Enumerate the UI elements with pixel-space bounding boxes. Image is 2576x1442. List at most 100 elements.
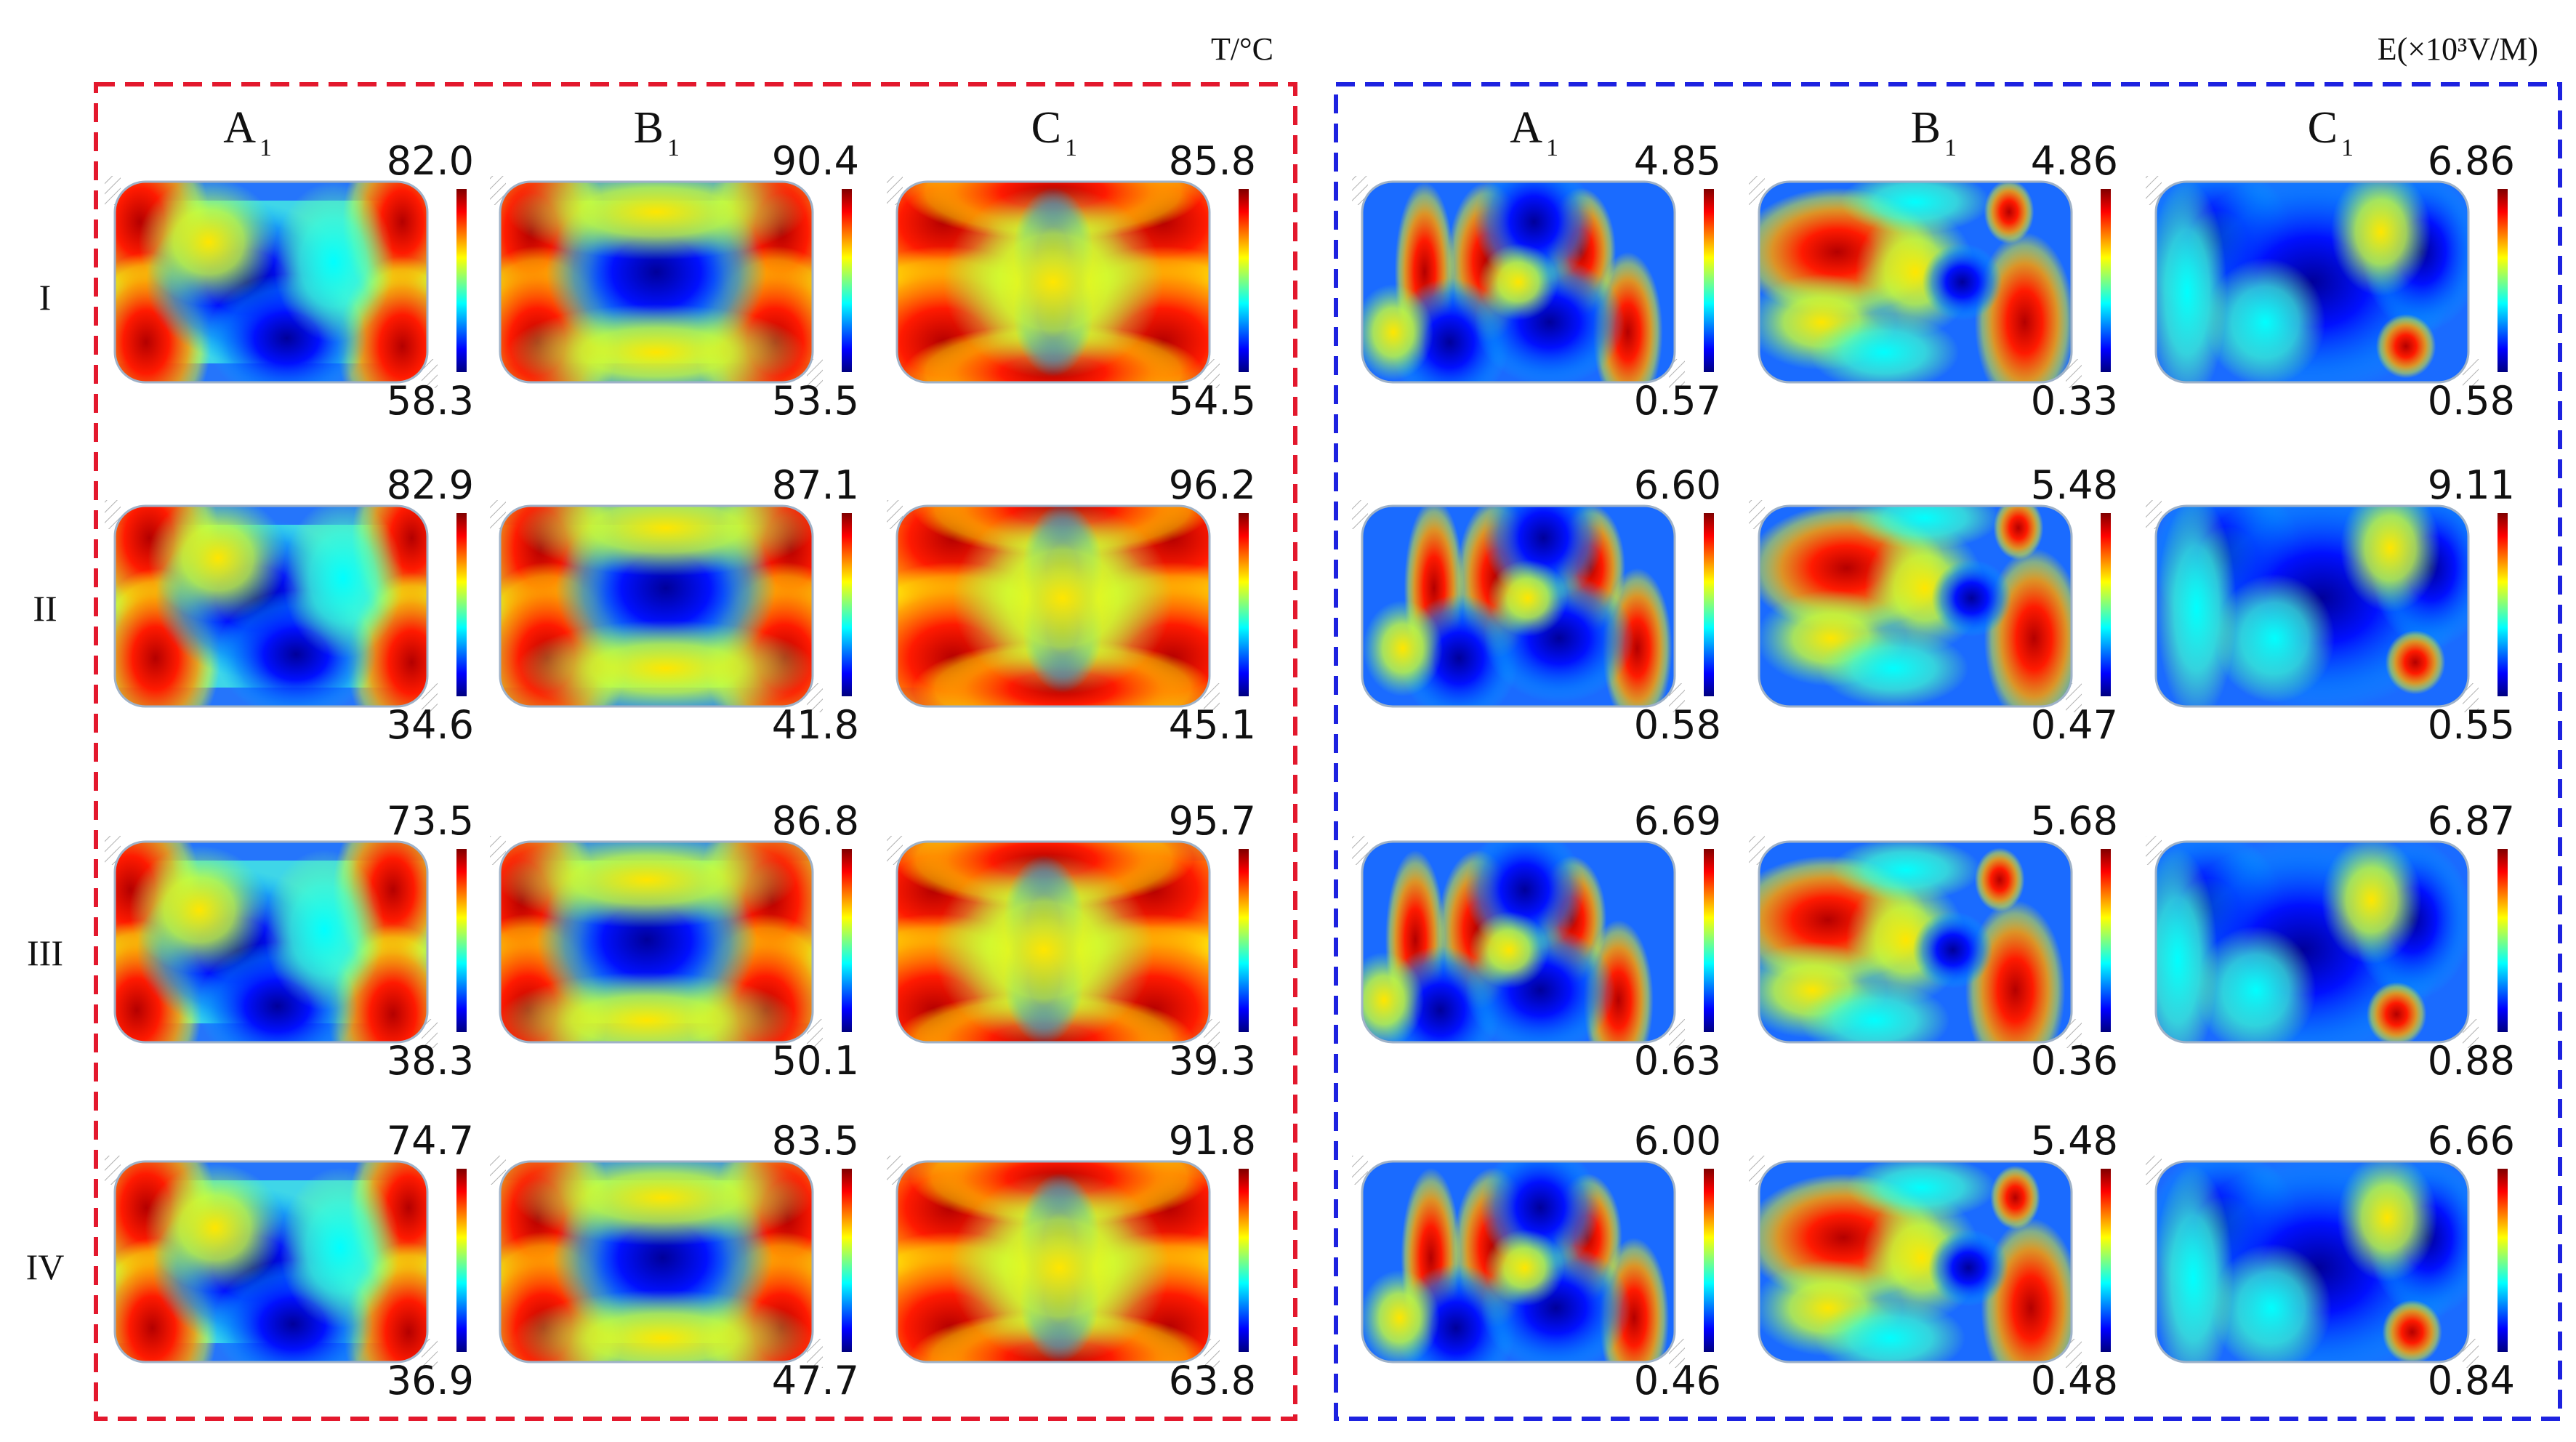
colorbar-min-label: 41.8 xyxy=(772,702,859,748)
colorbar-min-label: 34.6 xyxy=(387,702,474,748)
cell-outline xyxy=(113,1160,429,1364)
colorbar-max-label: 6.66 xyxy=(2428,1118,2515,1164)
heatmap-field xyxy=(115,506,427,706)
heatmap-field xyxy=(1759,842,2072,1042)
temperature-panel-frame xyxy=(94,82,1297,1421)
heatmap-cell: 95.7 39.3 xyxy=(887,798,1256,1084)
cell-outline xyxy=(2154,180,2470,384)
colorbar-max-label: 87.1 xyxy=(772,462,859,508)
boundary-hatch xyxy=(1352,1156,1368,1185)
boundary-hatch xyxy=(1669,683,1685,712)
colorbar-min-label: 58.3 xyxy=(387,378,474,424)
colorbar-max-label: 83.5 xyxy=(772,1118,859,1164)
boundary-hatch xyxy=(2146,1156,2162,1185)
colorbar xyxy=(2101,189,2111,372)
cell-outline xyxy=(1361,1160,1676,1364)
heatmap-field xyxy=(115,1161,427,1362)
heatmap-cell: 86.8 50.1 xyxy=(490,798,859,1084)
row-label-1: I xyxy=(39,277,52,318)
colorbar xyxy=(2101,849,2111,1032)
colorbar-max-label: 9.11 xyxy=(2428,462,2515,508)
colorbar xyxy=(2101,513,2111,696)
colorbar xyxy=(1239,849,1249,1032)
heatmap-cell: 91.8 63.8 xyxy=(887,1118,1256,1403)
boundary-hatch xyxy=(1204,359,1220,388)
colorbar-max-label: 73.5 xyxy=(387,798,474,844)
heatmap-field xyxy=(897,842,1209,1042)
boundary-hatch xyxy=(1669,359,1685,388)
cell-outline xyxy=(499,840,814,1044)
colorbar xyxy=(2497,1169,2508,1352)
row-label-4: IV xyxy=(26,1246,65,1287)
svg-text:C: C xyxy=(2308,103,2338,153)
heatmap-cell: 6.00 0.46 xyxy=(1352,1118,1721,1403)
heatmap-field xyxy=(500,842,813,1042)
colorbar xyxy=(2497,189,2508,372)
boundary-hatch xyxy=(1352,500,1368,529)
boundary-hatch xyxy=(422,359,438,388)
heatmap-field xyxy=(1759,182,2072,382)
colorbar xyxy=(1239,1169,1249,1352)
colorbar xyxy=(456,1169,467,1352)
colorbar-min-label: 36.9 xyxy=(387,1358,474,1403)
heatmap-cell: 9.11 0.55 xyxy=(2146,462,2515,748)
cell-outline xyxy=(1361,504,1676,708)
colorbar-min-label: 0.58 xyxy=(1634,702,1721,748)
heatmap-field xyxy=(1759,1161,2072,1362)
colorbar xyxy=(842,849,852,1032)
cell-outline xyxy=(2154,1160,2470,1364)
colorbar xyxy=(1704,1169,1714,1352)
field-panel-frame xyxy=(1334,82,2562,1421)
colorbar-min-label: 0.63 xyxy=(1634,1038,1721,1084)
boundary-hatch xyxy=(1204,1339,1220,1368)
colorbar-max-label: 6.86 xyxy=(2428,138,2515,184)
colorbar-max-label: 91.8 xyxy=(1169,1118,1256,1164)
colorbar-min-label: 0.47 xyxy=(2031,702,2118,748)
colorbar xyxy=(456,513,467,696)
colorbar-min-label: 0.88 xyxy=(2428,1038,2515,1084)
colorbar-min-label: 0.36 xyxy=(2031,1038,2118,1084)
colorbar-max-label: 85.8 xyxy=(1169,138,1256,184)
field-unit-label: E(×10³V/M) xyxy=(2378,31,2538,67)
heatmap-field xyxy=(115,842,427,1042)
heatmap-field xyxy=(897,506,1209,706)
row-label-2: II xyxy=(33,588,57,629)
heatmap-grid: 82.0 58.3 90.4 53.5 85.8 54.5 4.85 0.57 4.86 0.33… xyxy=(105,138,2515,1403)
svg-text:1: 1 xyxy=(667,134,680,161)
colorbar xyxy=(842,189,852,372)
colorbar-min-label: 0.58 xyxy=(2428,378,2515,424)
heatmap-cell: 6.86 0.58 xyxy=(2146,138,2515,424)
colorbar-max-label: 5.68 xyxy=(2031,798,2118,844)
boundary-hatch xyxy=(1749,500,1765,529)
boundary-hatch xyxy=(490,176,506,205)
boundary-hatch xyxy=(1749,176,1765,205)
colorbar xyxy=(842,513,852,696)
heatmap-field xyxy=(1362,182,1675,382)
boundary-hatch xyxy=(807,1339,823,1368)
svg-text:1: 1 xyxy=(259,134,272,161)
colorbar-max-label: 95.7 xyxy=(1169,798,1256,844)
colorbar-max-label: 82.9 xyxy=(387,462,474,508)
svg-text:C: C xyxy=(1031,103,1061,153)
svg-text:B: B xyxy=(634,103,664,153)
heatmap-field xyxy=(500,1161,813,1362)
colorbar-max-label: 6.69 xyxy=(1634,798,1721,844)
colorbar-max-label: 4.86 xyxy=(2031,138,2118,184)
cell-outline xyxy=(499,1160,814,1364)
cell-outline xyxy=(2154,840,2470,1044)
colorbar-min-label: 63.8 xyxy=(1169,1358,1256,1403)
boundary-hatch xyxy=(1204,683,1220,712)
colorbar-min-label: 53.5 xyxy=(772,378,859,424)
boundary-hatch xyxy=(807,359,823,388)
heatmap-field xyxy=(1759,506,2072,706)
colorbar xyxy=(842,1169,852,1352)
cell-outline xyxy=(1758,504,2073,708)
heatmap-field xyxy=(500,506,813,706)
heatmap-cell: 6.69 0.63 xyxy=(1352,798,1721,1084)
boundary-hatch xyxy=(105,500,121,529)
svg-text:1: 1 xyxy=(1065,134,1077,161)
heatmap-cell: 6.60 0.58 xyxy=(1352,462,1721,748)
boundary-hatch xyxy=(2146,176,2162,205)
heatmap-field xyxy=(2156,506,2468,706)
